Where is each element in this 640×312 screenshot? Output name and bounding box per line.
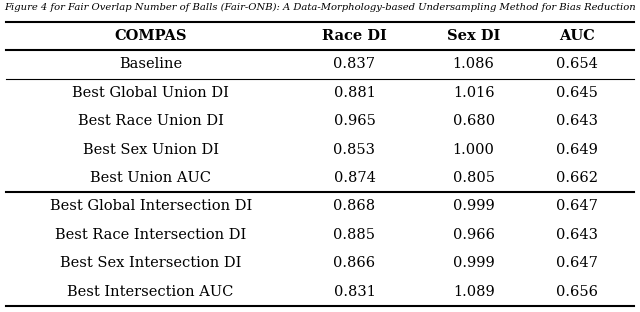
Text: Best Intersection AUC: Best Intersection AUC — [67, 285, 234, 299]
Text: 0.831: 0.831 — [333, 285, 376, 299]
Text: 0.999: 0.999 — [452, 199, 495, 213]
Text: 0.643: 0.643 — [556, 228, 598, 242]
Text: Best Union AUC: Best Union AUC — [90, 171, 211, 185]
Text: 0.965: 0.965 — [333, 114, 376, 128]
Text: 0.999: 0.999 — [452, 256, 495, 270]
Text: 0.645: 0.645 — [556, 86, 598, 100]
Text: 0.853: 0.853 — [333, 143, 376, 157]
Text: Best Sex Union DI: Best Sex Union DI — [83, 143, 219, 157]
Text: Best Global Union DI: Best Global Union DI — [72, 86, 229, 100]
Text: Baseline: Baseline — [119, 57, 182, 71]
Text: 1.000: 1.000 — [452, 143, 495, 157]
Text: 0.805: 0.805 — [452, 171, 495, 185]
Text: 0.654: 0.654 — [556, 57, 598, 71]
Text: 0.874: 0.874 — [333, 171, 376, 185]
Text: 1.016: 1.016 — [453, 86, 495, 100]
Text: 0.881: 0.881 — [333, 86, 376, 100]
Text: 0.866: 0.866 — [333, 256, 376, 270]
Text: 0.885: 0.885 — [333, 228, 376, 242]
Text: AUC: AUC — [559, 29, 595, 43]
Text: 1.086: 1.086 — [452, 57, 495, 71]
Text: Sex DI: Sex DI — [447, 29, 500, 43]
Text: 0.647: 0.647 — [556, 199, 598, 213]
Text: 0.662: 0.662 — [556, 171, 598, 185]
Text: COMPAS: COMPAS — [115, 29, 187, 43]
Text: Best Sex Intersection DI: Best Sex Intersection DI — [60, 256, 241, 270]
Text: Best Race Intersection DI: Best Race Intersection DI — [55, 228, 246, 242]
Text: 0.656: 0.656 — [556, 285, 598, 299]
Text: 0.868: 0.868 — [333, 199, 376, 213]
Text: 0.643: 0.643 — [556, 114, 598, 128]
Text: Best Race Union DI: Best Race Union DI — [77, 114, 223, 128]
Text: Best Global Intersection DI: Best Global Intersection DI — [49, 199, 252, 213]
Text: 0.680: 0.680 — [452, 114, 495, 128]
Text: 0.649: 0.649 — [556, 143, 598, 157]
Text: 0.647: 0.647 — [556, 256, 598, 270]
Text: 0.837: 0.837 — [333, 57, 376, 71]
Text: 1.089: 1.089 — [452, 285, 495, 299]
Text: Figure 4 for Fair Overlap Number of Balls (Fair-ONB): A Data-Morphology-based Un: Figure 4 for Fair Overlap Number of Ball… — [4, 3, 636, 12]
Text: 0.966: 0.966 — [452, 228, 495, 242]
Text: Race DI: Race DI — [322, 29, 387, 43]
